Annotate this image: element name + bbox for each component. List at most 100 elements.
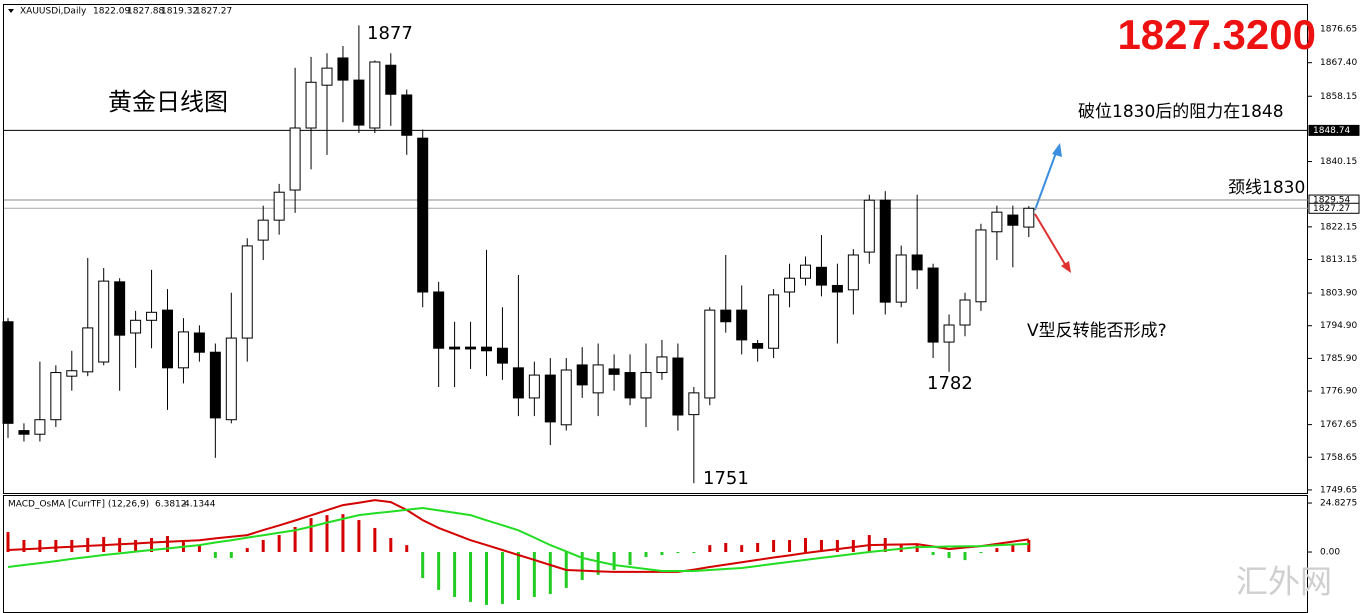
candle-body	[2, 321, 14, 424]
histogram-bar	[150, 538, 154, 553]
candle-body	[353, 79, 365, 126]
candle-body	[433, 291, 445, 349]
histogram-bar	[947, 552, 951, 558]
histogram-bar	[740, 545, 744, 553]
candle-body	[385, 64, 397, 95]
histogram-bar	[596, 552, 600, 575]
candle-body	[911, 254, 923, 271]
candle-body	[528, 374, 540, 399]
candle-body	[369, 61, 381, 129]
annotation: V型反转能否形成?	[1027, 321, 1167, 341]
histogram-bar	[819, 539, 823, 553]
histogram-bar	[628, 552, 632, 566]
candle-body	[401, 94, 413, 136]
y-tick-label: 1785.90	[1320, 354, 1357, 364]
current-price-label: 1827.27	[1313, 204, 1350, 214]
candle-body	[943, 324, 955, 343]
header-symbol: XAUUSDi,Daily	[20, 7, 87, 17]
y-tick-label: 1776.90	[1320, 387, 1357, 397]
signal-line	[7, 506, 1029, 572]
histogram-bar	[804, 538, 807, 553]
annotation: 破位1830后的阻力在1848	[1078, 102, 1284, 122]
histogram-bar	[915, 545, 919, 553]
candle-body	[847, 254, 859, 291]
candle-body	[768, 294, 780, 349]
histogram-bar	[676, 552, 680, 554]
histogram-bar	[357, 520, 361, 553]
level-tag	[1308, 124, 1360, 136]
candle-body	[879, 199, 891, 303]
candle-body	[672, 357, 684, 416]
histogram-bar	[644, 552, 648, 557]
histogram-bar	[532, 552, 536, 598]
candle-body	[337, 57, 349, 81]
candle-body	[50, 372, 62, 421]
annotation: 1877	[367, 23, 413, 44]
histogram-bar	[851, 539, 855, 553]
histogram-bar	[373, 527, 377, 553]
histogram-bar	[660, 552, 664, 555]
histogram-bar	[1011, 545, 1015, 553]
histogram-bar	[835, 539, 839, 553]
candle-body	[114, 281, 126, 336]
annotation: 1751	[703, 468, 749, 489]
y-tick-label: 1840.15	[1320, 157, 1357, 167]
histogram-bar	[245, 548, 249, 553]
macd-line	[7, 499, 1029, 573]
candle-body	[257, 219, 269, 241]
histogram-bar	[1027, 539, 1031, 553]
candle-body	[560, 369, 572, 426]
y-tick-label: 1867.40	[1320, 58, 1357, 68]
candle-body	[592, 364, 604, 394]
candle-body	[752, 343, 764, 349]
candle-body	[417, 137, 429, 293]
candle-body	[640, 372, 652, 399]
histogram-bar	[485, 552, 488, 605]
histogram-bar	[867, 535, 871, 553]
current-price-tag	[1308, 202, 1360, 214]
candle-body	[18, 430, 30, 435]
histogram-bar	[772, 539, 776, 553]
header-low: 1819.32	[161, 7, 198, 17]
watermark: 汇外网	[1236, 563, 1332, 601]
candle-body	[927, 267, 939, 343]
histogram-bar	[453, 552, 457, 598]
candle-body	[895, 254, 907, 303]
candle-body	[704, 309, 716, 399]
histogram-bar	[788, 539, 792, 553]
candle-body	[209, 351, 221, 419]
histogram-bar	[277, 535, 281, 553]
histogram-bar	[500, 552, 504, 604]
histogram-bar	[309, 518, 313, 553]
candle-body	[162, 309, 173, 369]
y-tick-label: 0.00	[1320, 548, 1340, 558]
histogram-bar	[341, 514, 345, 553]
candle-body	[193, 332, 205, 353]
histogram-bar	[692, 552, 696, 554]
histogram-bar	[516, 552, 520, 600]
candle-body	[98, 280, 110, 363]
candle-body	[66, 370, 78, 377]
y-tick-label: 1758.65	[1320, 453, 1357, 463]
candle-body	[720, 309, 732, 323]
histogram-bar	[389, 538, 393, 553]
y-tick-label: 24.8275	[1320, 499, 1357, 509]
candle-body	[273, 191, 285, 221]
candle-body	[289, 127, 301, 191]
macd-title: MACD_OsMA [CurrTF] (12,26,9)	[8, 500, 149, 510]
bid-price: 1827.3200	[1117, 11, 1316, 58]
y-tick-label: 1749.65	[1320, 485, 1357, 495]
candle-body	[815, 266, 827, 286]
y-tick-label: 1767.65	[1320, 420, 1357, 430]
header-open: 1822.09	[93, 7, 130, 17]
histogram-bar	[548, 552, 552, 595]
histogram-bar	[469, 552, 473, 602]
y-tick-label: 1813.15	[1320, 255, 1357, 265]
histogram-bar	[6, 532, 10, 553]
candle-body	[146, 311, 158, 321]
menu-icon	[8, 9, 14, 13]
candle-body	[321, 67, 333, 86]
candle-body	[784, 277, 796, 293]
histogram-bar	[580, 552, 584, 581]
